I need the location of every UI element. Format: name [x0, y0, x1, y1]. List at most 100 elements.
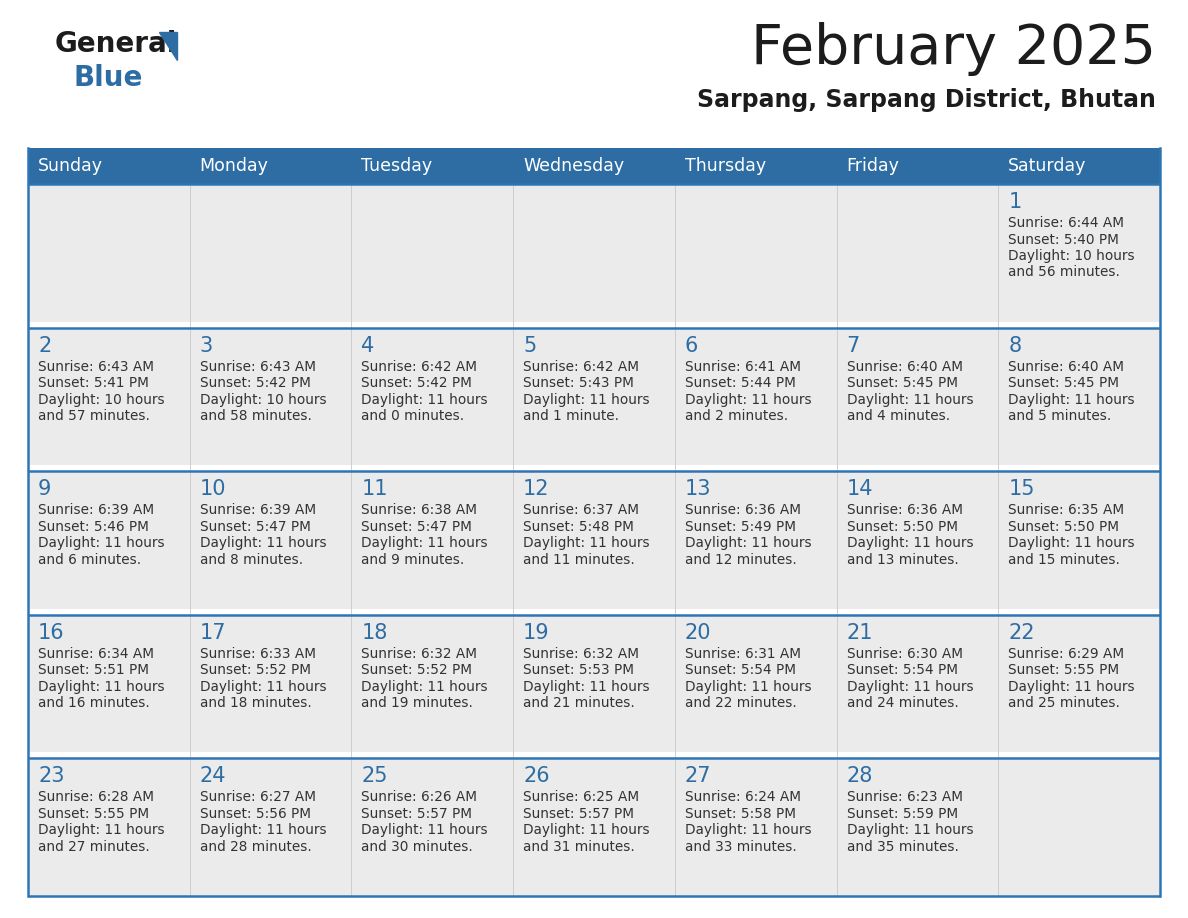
Text: Sunrise: 6:36 AM: Sunrise: 6:36 AM [847, 503, 962, 517]
Text: Daylight: 11 hours: Daylight: 11 hours [523, 680, 650, 694]
Text: Sunrise: 6:31 AM: Sunrise: 6:31 AM [684, 647, 801, 661]
Text: Sunset: 5:42 PM: Sunset: 5:42 PM [361, 376, 473, 390]
Text: and 4 minutes.: and 4 minutes. [847, 409, 949, 423]
Text: Sunrise: 6:25 AM: Sunrise: 6:25 AM [523, 790, 639, 804]
Text: Sunset: 5:45 PM: Sunset: 5:45 PM [847, 376, 958, 390]
Text: 10: 10 [200, 479, 226, 499]
Text: Sunrise: 6:38 AM: Sunrise: 6:38 AM [361, 503, 478, 517]
Text: 25: 25 [361, 767, 388, 787]
Text: Blue: Blue [72, 64, 143, 92]
Text: Daylight: 11 hours: Daylight: 11 hours [847, 393, 973, 407]
Text: Thursday: Thursday [684, 157, 766, 175]
Text: February 2025: February 2025 [751, 22, 1156, 76]
Text: Sunrise: 6:23 AM: Sunrise: 6:23 AM [847, 790, 962, 804]
Text: Sarpang, Sarpang District, Bhutan: Sarpang, Sarpang District, Bhutan [697, 88, 1156, 112]
Bar [29, 471, 1159, 609]
Bar [29, 328, 1159, 465]
Text: and 16 minutes.: and 16 minutes. [38, 696, 150, 711]
Text: Sunset: 5:50 PM: Sunset: 5:50 PM [847, 520, 958, 533]
Text: Daylight: 11 hours: Daylight: 11 hours [361, 680, 488, 694]
Text: and 22 minutes.: and 22 minutes. [684, 696, 797, 711]
Text: 3: 3 [200, 336, 213, 355]
Text: Sunrise: 6:40 AM: Sunrise: 6:40 AM [1009, 360, 1124, 374]
Text: and 2 minutes.: and 2 minutes. [684, 409, 788, 423]
Text: Sunset: 5:56 PM: Sunset: 5:56 PM [200, 807, 311, 821]
Text: 23: 23 [38, 767, 64, 787]
Text: and 0 minutes.: and 0 minutes. [361, 409, 465, 423]
Text: Friday: Friday [847, 157, 899, 175]
Text: Saturday: Saturday [1009, 157, 1087, 175]
Text: Sunset: 5:47 PM: Sunset: 5:47 PM [361, 520, 473, 533]
Text: Sunrise: 6:42 AM: Sunrise: 6:42 AM [523, 360, 639, 374]
Text: and 33 minutes.: and 33 minutes. [684, 840, 797, 854]
Text: and 13 minutes.: and 13 minutes. [847, 553, 959, 566]
Text: Sunrise: 6:44 AM: Sunrise: 6:44 AM [1009, 216, 1124, 230]
Text: Sunrise: 6:42 AM: Sunrise: 6:42 AM [361, 360, 478, 374]
Text: Sunset: 5:42 PM: Sunset: 5:42 PM [200, 376, 310, 390]
Text: Daylight: 11 hours: Daylight: 11 hours [1009, 393, 1135, 407]
Text: and 25 minutes.: and 25 minutes. [1009, 696, 1120, 711]
Text: 11: 11 [361, 479, 388, 499]
Text: and 6 minutes.: and 6 minutes. [38, 553, 141, 566]
Text: Sunset: 5:59 PM: Sunset: 5:59 PM [847, 807, 958, 821]
Text: Daylight: 11 hours: Daylight: 11 hours [523, 823, 650, 837]
Bar [29, 184, 1159, 321]
Bar [29, 148, 1159, 184]
Text: Daylight: 11 hours: Daylight: 11 hours [200, 823, 327, 837]
Text: Sunset: 5:53 PM: Sunset: 5:53 PM [523, 664, 634, 677]
Text: Monday: Monday [200, 157, 268, 175]
Text: Daylight: 11 hours: Daylight: 11 hours [200, 536, 327, 550]
Text: and 11 minutes.: and 11 minutes. [523, 553, 634, 566]
Text: Sunrise: 6:35 AM: Sunrise: 6:35 AM [1009, 503, 1124, 517]
Text: Sunset: 5:58 PM: Sunset: 5:58 PM [684, 807, 796, 821]
Text: Sunrise: 6:43 AM: Sunrise: 6:43 AM [200, 360, 316, 374]
Text: Wednesday: Wednesday [523, 157, 624, 175]
Text: Sunrise: 6:34 AM: Sunrise: 6:34 AM [38, 647, 154, 661]
Text: Daylight: 11 hours: Daylight: 11 hours [1009, 680, 1135, 694]
Text: 17: 17 [200, 622, 226, 643]
Text: Daylight: 11 hours: Daylight: 11 hours [38, 536, 165, 550]
Text: 2: 2 [38, 336, 51, 355]
Text: Daylight: 11 hours: Daylight: 11 hours [847, 680, 973, 694]
Text: Sunrise: 6:28 AM: Sunrise: 6:28 AM [38, 790, 154, 804]
Text: Sunset: 5:55 PM: Sunset: 5:55 PM [1009, 664, 1119, 677]
Text: 1: 1 [1009, 192, 1022, 212]
Text: Daylight: 11 hours: Daylight: 11 hours [847, 823, 973, 837]
Text: Sunset: 5:41 PM: Sunset: 5:41 PM [38, 376, 148, 390]
Text: Sunrise: 6:27 AM: Sunrise: 6:27 AM [200, 790, 316, 804]
Text: and 31 minutes.: and 31 minutes. [523, 840, 634, 854]
Text: 6: 6 [684, 336, 699, 355]
Text: 16: 16 [38, 622, 64, 643]
Text: and 18 minutes.: and 18 minutes. [200, 696, 311, 711]
Text: and 57 minutes.: and 57 minutes. [38, 409, 150, 423]
Text: Daylight: 11 hours: Daylight: 11 hours [684, 393, 811, 407]
Text: Sunset: 5:44 PM: Sunset: 5:44 PM [684, 376, 796, 390]
Text: Sunset: 5:54 PM: Sunset: 5:54 PM [684, 664, 796, 677]
Text: Daylight: 11 hours: Daylight: 11 hours [38, 680, 165, 694]
Text: and 27 minutes.: and 27 minutes. [38, 840, 150, 854]
Text: Daylight: 11 hours: Daylight: 11 hours [684, 823, 811, 837]
Text: and 1 minute.: and 1 minute. [523, 409, 619, 423]
Bar [29, 758, 1159, 896]
Text: Sunset: 5:43 PM: Sunset: 5:43 PM [523, 376, 634, 390]
Text: Sunrise: 6:29 AM: Sunrise: 6:29 AM [1009, 647, 1124, 661]
Text: Sunrise: 6:30 AM: Sunrise: 6:30 AM [847, 647, 962, 661]
Polygon shape [159, 32, 177, 60]
Text: Sunset: 5:40 PM: Sunset: 5:40 PM [1009, 232, 1119, 247]
Text: Tuesday: Tuesday [361, 157, 432, 175]
Text: Daylight: 11 hours: Daylight: 11 hours [1009, 536, 1135, 550]
Text: Sunrise: 6:41 AM: Sunrise: 6:41 AM [684, 360, 801, 374]
Text: and 5 minutes.: and 5 minutes. [1009, 409, 1112, 423]
Text: Daylight: 11 hours: Daylight: 11 hours [523, 393, 650, 407]
Text: 9: 9 [38, 479, 51, 499]
Text: and 8 minutes.: and 8 minutes. [200, 553, 303, 566]
Text: 26: 26 [523, 767, 550, 787]
Text: Sunrise: 6:39 AM: Sunrise: 6:39 AM [200, 503, 316, 517]
Text: Sunset: 5:50 PM: Sunset: 5:50 PM [1009, 520, 1119, 533]
Text: Sunset: 5:57 PM: Sunset: 5:57 PM [361, 807, 473, 821]
Text: Daylight: 11 hours: Daylight: 11 hours [200, 680, 327, 694]
Text: Sunset: 5:55 PM: Sunset: 5:55 PM [38, 807, 150, 821]
Text: 20: 20 [684, 622, 712, 643]
Text: Daylight: 11 hours: Daylight: 11 hours [38, 823, 165, 837]
Text: and 9 minutes.: and 9 minutes. [361, 553, 465, 566]
